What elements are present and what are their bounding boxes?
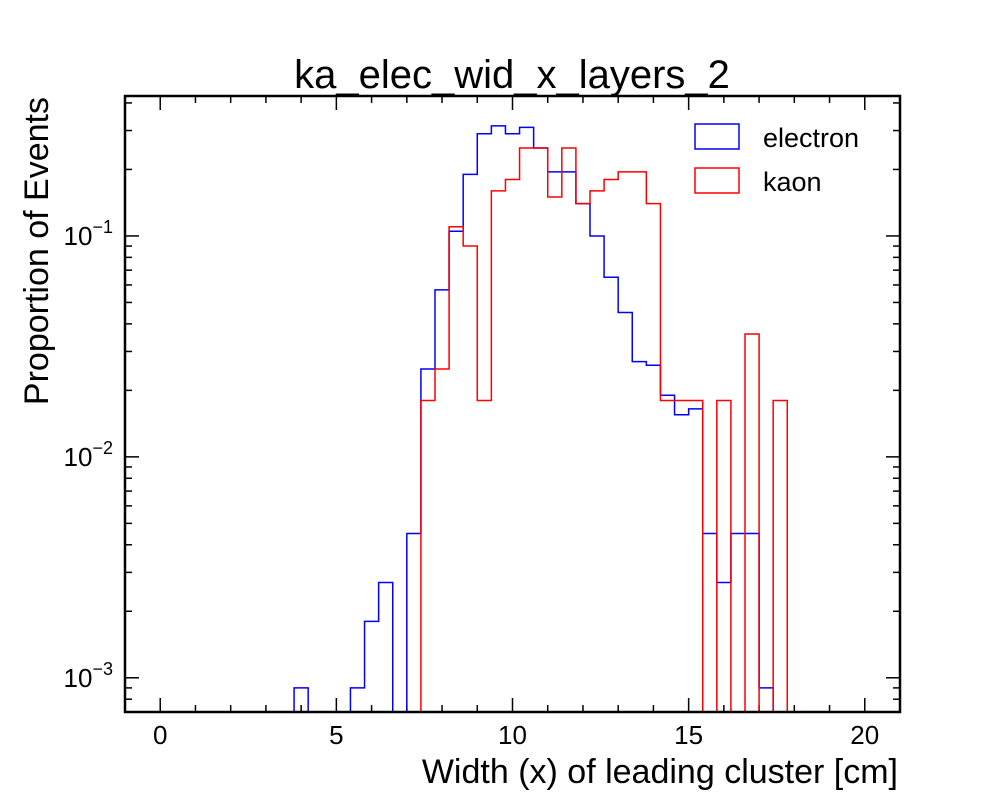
y-tick-label: 10−1 bbox=[64, 217, 113, 251]
chart-title: ka_elec_wid_x_layers_2 bbox=[294, 53, 730, 97]
y-tick-label: 10−3 bbox=[64, 659, 113, 693]
x-tick-label: 0 bbox=[153, 720, 167, 750]
x-tick-label: 10 bbox=[498, 720, 527, 750]
plot-frame bbox=[123, 94, 902, 714]
x-tick-label: 5 bbox=[329, 720, 343, 750]
legend-swatch-electron bbox=[694, 123, 740, 150]
legend-label-kaon: kaon bbox=[763, 167, 822, 197]
legend: electron kaon bbox=[694, 123, 859, 197]
legend-swatch-kaon bbox=[694, 167, 740, 194]
series-electron-step-line bbox=[293, 125, 774, 712]
y-tick-label: 10−2 bbox=[64, 438, 113, 472]
x-tick-label: 20 bbox=[850, 720, 879, 750]
y-axis-label: Proportion of Events bbox=[18, 97, 56, 405]
x-tick-label: 15 bbox=[674, 720, 703, 750]
plot-area bbox=[293, 125, 789, 712]
x-axis-ticks: 0 5 10 15 20 bbox=[124, 96, 901, 750]
x-axis-label: Width (x) of leading cluster [cm] bbox=[422, 753, 898, 791]
series-kaon-step-line bbox=[420, 147, 789, 712]
legend-label-electron: electron bbox=[763, 123, 859, 153]
